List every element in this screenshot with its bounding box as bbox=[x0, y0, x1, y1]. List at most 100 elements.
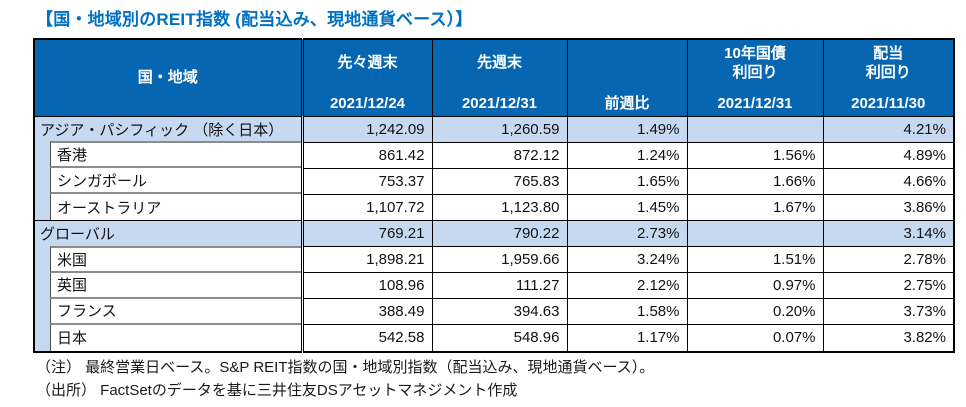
cell-wow: 3.24% bbox=[566, 246, 687, 273]
region-name-cell: 米国 bbox=[33, 245, 302, 273]
cell-prev: 790.22 bbox=[431, 220, 567, 247]
col-header-last-week-date: 2021/12/31 bbox=[461, 95, 538, 112]
col-header-dividend-yield-label1: 配当 bbox=[873, 45, 904, 62]
region-name-cell: オーストラリア bbox=[33, 194, 302, 221]
table-row: オーストラリア 1,107.72 1,123.80 1.45% 1.67% 3.86% bbox=[33, 193, 954, 221]
table-row: シンガポール 753.37 765.83 1.65% 1.66% 4.66% bbox=[33, 167, 954, 194]
region-name-cell: 日本 bbox=[33, 324, 302, 352]
region-name: 米国 bbox=[50, 245, 301, 273]
col-header-wow-change-label: 前週比 bbox=[604, 95, 650, 112]
indent-strip bbox=[35, 168, 50, 194]
indent-strip bbox=[35, 142, 50, 168]
cell-wow: 1.45% bbox=[566, 193, 687, 221]
col-header-week-before-last-label: 先々週末 bbox=[337, 54, 398, 71]
cell-div: 2.75% bbox=[822, 272, 954, 299]
region-name-cell: 英国 bbox=[33, 272, 302, 299]
header-row: 国・地域 先々週末 2021/12/24 先週末 2021/12/31 bbox=[33, 39, 954, 116]
table-row: フランス 388.49 394.63 1.58% 0.20% 3.73% bbox=[33, 298, 954, 325]
region-name: オーストラリア bbox=[50, 194, 301, 220]
cell-div: 3.14% bbox=[822, 220, 954, 247]
cell-wow: 1.65% bbox=[566, 167, 687, 194]
region-name-cell: シンガポール bbox=[33, 168, 302, 194]
page-title: 【国・地域別のREIT指数 (配当込み、現地通貨ベース）】 bbox=[36, 10, 473, 29]
cell-prev2: 1,242.09 bbox=[300, 115, 432, 142]
table-row: 英国 108.96 111.27 2.12% 0.97% 2.75% bbox=[33, 272, 954, 299]
col-header-wow-change: 前週比 bbox=[566, 39, 687, 116]
cell-prev: 394.63 bbox=[431, 298, 567, 325]
col-header-region: 国・地域 bbox=[33, 39, 302, 116]
region-name: シンガポール bbox=[50, 168, 301, 194]
cell-wow: 1.24% bbox=[566, 141, 687, 168]
col-header-last-week: 先週末 2021/12/31 bbox=[431, 39, 567, 116]
col-header-week-before-last-date: 2021/12/24 bbox=[329, 95, 406, 112]
cell-prev2: 1,898.21 bbox=[300, 246, 432, 273]
cell-prev2: 388.49 bbox=[300, 298, 432, 325]
cell-div: 2.78% bbox=[822, 246, 954, 273]
col-header-10y-bond-yield: 10年国債 利回り 2021/12/31 bbox=[686, 39, 823, 116]
indent-strip bbox=[35, 298, 50, 325]
col-header-10y-bond-yield-label2: 利回り bbox=[732, 63, 778, 81]
cell-prev: 548.96 bbox=[431, 324, 567, 352]
cell-prev: 872.12 bbox=[431, 141, 567, 168]
footnotes: （注） 最終営業日ベース。S&P REIT指数の国・地域別指数（配当込み、現地通… bbox=[36, 356, 654, 403]
cell-div: 3.86% bbox=[822, 193, 954, 221]
indent-strip bbox=[35, 272, 50, 299]
region-name: グローバル bbox=[33, 220, 302, 247]
table-header: 国・地域 先々週末 2021/12/24 先週末 2021/12/31 bbox=[33, 39, 954, 116]
cell-div: 4.21% bbox=[822, 115, 954, 142]
table-row: 香港 861.42 872.12 1.24% 1.56% 4.89% bbox=[33, 141, 954, 168]
cell-prev2: 861.42 bbox=[300, 141, 432, 168]
cell-wow: 1.49% bbox=[566, 115, 687, 142]
table-row: グローバル 769.21 790.22 2.73% 3.14% bbox=[33, 220, 954, 247]
cell-prev: 765.83 bbox=[431, 167, 567, 194]
cell-prev: 1,123.80 bbox=[431, 193, 567, 221]
cell-div: 4.66% bbox=[822, 167, 954, 194]
col-header-dividend-yield-date: 2021/11/30 bbox=[851, 95, 926, 112]
cell-prev2: 1,107.72 bbox=[300, 193, 432, 221]
region-name: 英国 bbox=[50, 272, 301, 299]
cell-prev2: 769.21 bbox=[300, 220, 432, 247]
cell-div: 4.89% bbox=[822, 141, 954, 168]
cell-bond10y: 0.97% bbox=[686, 272, 823, 299]
col-header-10y-bond-yield-date: 2021/12/31 bbox=[717, 95, 793, 112]
cell-div: 3.73% bbox=[822, 298, 954, 325]
region-name-cell: フランス bbox=[33, 298, 302, 325]
table-row: 米国 1,898.21 1,959.66 3.24% 1.51% 2.78% bbox=[33, 245, 954, 273]
cell-wow: 2.73% bbox=[566, 220, 687, 247]
cell-prev: 111.27 bbox=[431, 272, 567, 299]
cell-wow: 1.58% bbox=[566, 298, 687, 325]
col-header-last-week-label: 先週末 bbox=[476, 54, 522, 71]
table-row: 日本 542.58 548.96 1.17% 0.07% 3.82% bbox=[33, 324, 954, 352]
cell-bond10y: 1.66% bbox=[686, 167, 823, 194]
source-line: （出所） FactSetのデータを基に三井住友DSアセットマネジメント作成 bbox=[36, 382, 518, 400]
indent-strip bbox=[35, 194, 50, 220]
cell-wow: 2.12% bbox=[566, 272, 687, 299]
col-header-dividend-yield-label2: 利回り bbox=[865, 63, 911, 81]
col-header-10y-bond-yield-label1: 10年国債 bbox=[724, 45, 786, 62]
cell-div: 3.82% bbox=[822, 324, 954, 352]
indent-strip bbox=[35, 246, 50, 273]
cell-wow: 1.17% bbox=[566, 324, 687, 352]
cell-prev: 1,959.66 bbox=[431, 246, 567, 273]
region-name: アジア・パシフィック （除く日本） bbox=[33, 115, 302, 142]
cell-prev2: 108.96 bbox=[300, 272, 432, 299]
table-body: アジア・パシフィック （除く日本） 1,242.09 1,260.59 1.49% 4.… bbox=[33, 115, 954, 352]
indent-strip bbox=[35, 324, 50, 351]
region-name: フランス bbox=[50, 298, 301, 325]
cell-prev2: 542.58 bbox=[300, 324, 432, 352]
region-name-cell: 香港 bbox=[33, 141, 302, 168]
note-line: （注） 最終営業日ベース。S&P REIT指数の国・地域別指数（配当込み、現地通… bbox=[36, 359, 655, 376]
cell-prev: 1,260.59 bbox=[431, 115, 567, 142]
cell-bond10y: 1.67% bbox=[686, 193, 823, 221]
cell-bond10y: 0.07% bbox=[686, 324, 823, 352]
cell-prev2: 753.37 bbox=[300, 167, 432, 194]
col-header-week-before-last: 先々週末 2021/12/24 bbox=[300, 39, 432, 116]
region-name: 香港 bbox=[50, 141, 301, 168]
table-row: アジア・パシフィック （除く日本） 1,242.09 1,260.59 1.49% 4.… bbox=[33, 115, 954, 142]
col-header-dividend-yield: 配当 利回り 2021/11/30 bbox=[822, 39, 954, 116]
cell-bond10y: 1.51% bbox=[686, 246, 823, 273]
reit-index-table: 国・地域 先々週末 2021/12/24 先週末 2021/12/31 bbox=[33, 38, 955, 353]
cell-bond10y bbox=[686, 115, 823, 142]
cell-bond10y: 1.56% bbox=[686, 141, 823, 168]
